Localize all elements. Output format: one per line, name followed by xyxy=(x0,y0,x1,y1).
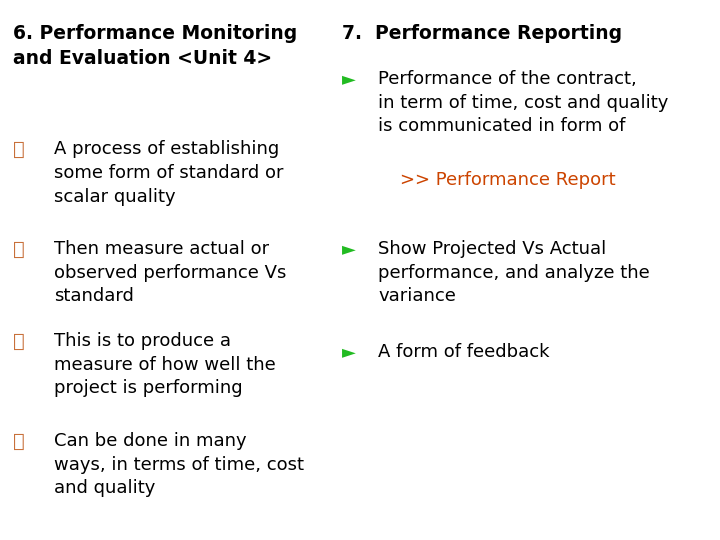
Text: >> Performance Report: >> Performance Report xyxy=(400,171,615,188)
Text: ⚿: ⚿ xyxy=(13,140,24,159)
Text: Performance of the contract,
in term of time, cost and quality
is communicated i: Performance of the contract, in term of … xyxy=(378,70,668,136)
Text: Then measure actual or
observed performance Vs
standard: Then measure actual or observed performa… xyxy=(54,240,287,306)
Text: ►: ► xyxy=(342,343,356,361)
Text: Can be done in many
ways, in terms of time, cost
and quality: Can be done in many ways, in terms of ti… xyxy=(54,432,304,497)
Text: 6. Performance Monitoring
and Evaluation <Unit 4>: 6. Performance Monitoring and Evaluation… xyxy=(13,24,297,68)
Text: ⚿: ⚿ xyxy=(13,240,24,259)
Text: ⚿: ⚿ xyxy=(13,332,24,351)
Text: Show Projected Vs Actual
performance, and analyze the
variance: Show Projected Vs Actual performance, an… xyxy=(378,240,649,306)
Text: A form of feedback: A form of feedback xyxy=(378,343,549,361)
Text: This is to produce a
measure of how well the
project is performing: This is to produce a measure of how well… xyxy=(54,332,276,397)
Text: ►: ► xyxy=(342,70,356,88)
Text: ⚿: ⚿ xyxy=(13,432,24,451)
Text: A process of establishing
some form of standard or
scalar quality: A process of establishing some form of s… xyxy=(54,140,284,206)
Text: 7.  Performance Reporting: 7. Performance Reporting xyxy=(342,24,622,43)
Text: ►: ► xyxy=(342,240,356,258)
